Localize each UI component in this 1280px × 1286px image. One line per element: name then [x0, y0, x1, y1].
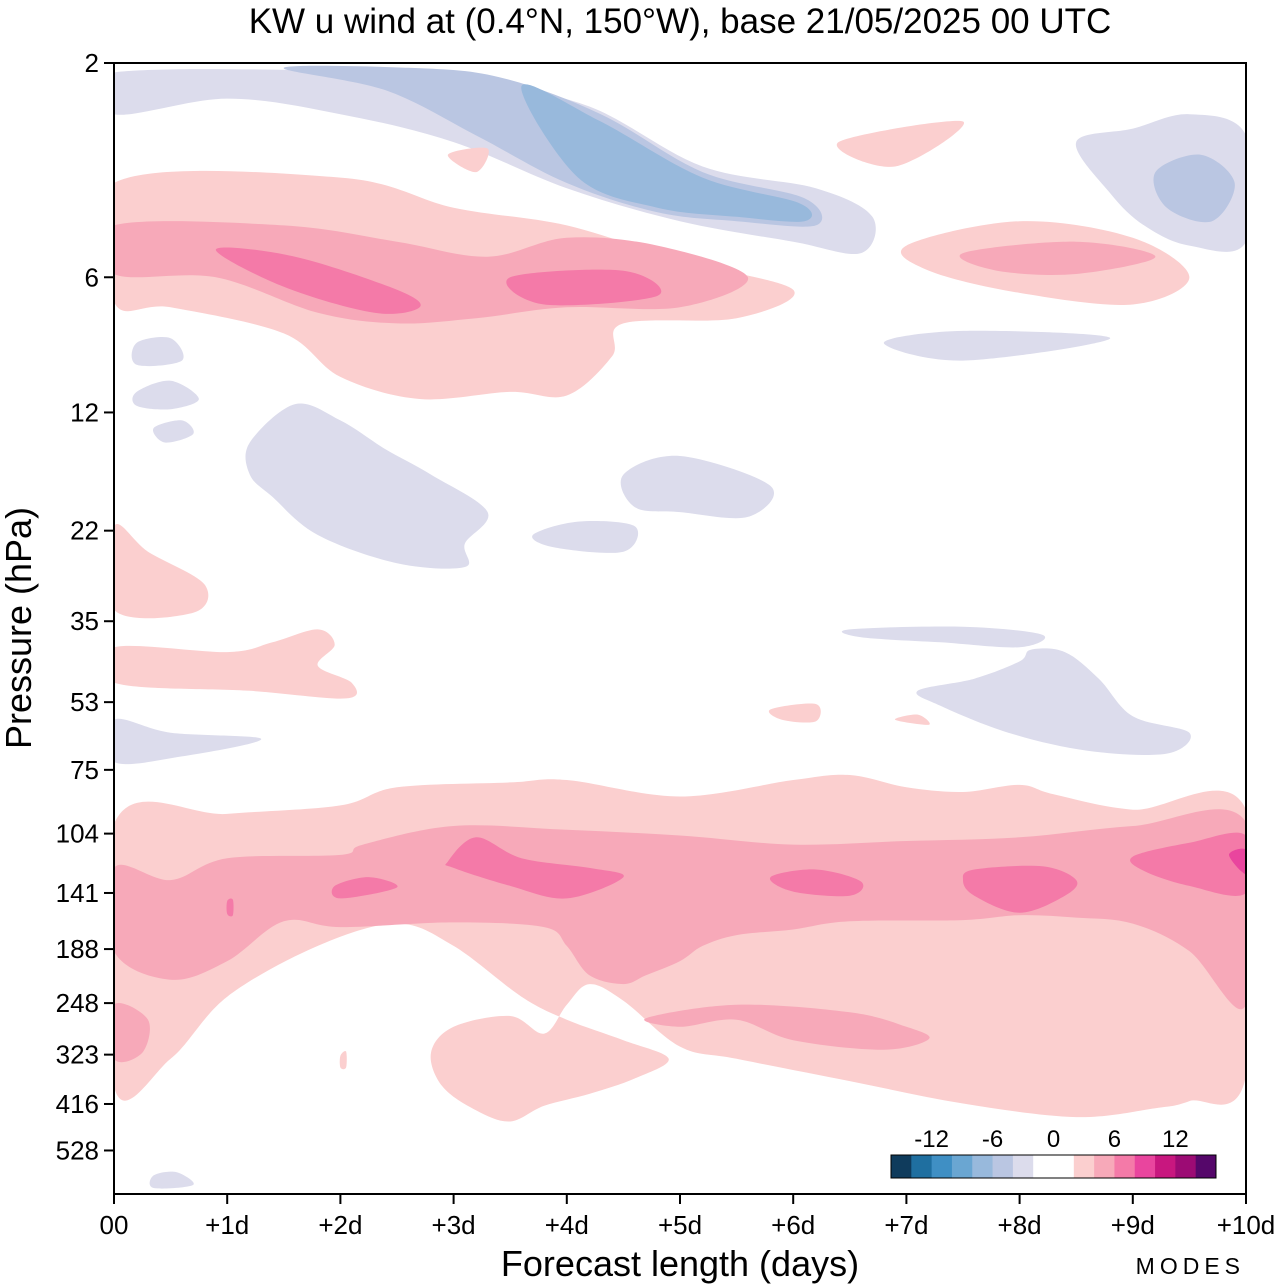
contour-region-40 — [339, 1051, 347, 1070]
contour-region-24 — [447, 147, 489, 173]
y-tick-label-11: 323 — [56, 1040, 99, 1070]
x-tick-label-3: +3d — [432, 1210, 476, 1240]
colorbar-swatch-8 — [1053, 1155, 1075, 1178]
y-tick-label-2: 12 — [70, 397, 99, 427]
contour-region-37 — [226, 898, 234, 917]
colorbar-swatch-14 — [1175, 1155, 1197, 1178]
contour-region-4 — [1153, 154, 1235, 223]
y-tick-label-8: 141 — [56, 878, 99, 908]
y-tick-label-0: 2 — [85, 48, 99, 78]
colorbar-swatch-2 — [931, 1155, 953, 1178]
y-axis: 2 6 12 22 35 53 75 104 141 188 248 323 416 528 — [56, 48, 114, 1165]
y-tick-label-13: 528 — [56, 1135, 99, 1165]
contour-region-20 — [506, 269, 662, 306]
contour-region-19 — [215, 247, 421, 314]
colorbar-swatch-3 — [951, 1155, 973, 1178]
contour-region-36 — [1229, 848, 1246, 875]
contour-region-34 — [962, 865, 1078, 913]
contour-region-26 — [114, 629, 357, 699]
contour-region-32 — [331, 877, 398, 899]
colorbar-swatch-4 — [972, 1155, 994, 1178]
colorbar: -12 -6 0 6 12 — [890, 1126, 1217, 1179]
contour-region-7 — [152, 420, 194, 443]
contour-region-11 — [883, 330, 1111, 361]
colorbar-swatch-13 — [1155, 1155, 1176, 1178]
colorbar-swatch-12 — [1134, 1155, 1156, 1178]
y-tick-label-3: 22 — [70, 516, 99, 546]
colorbar-swatch-15 — [1195, 1155, 1217, 1178]
y-tick-label-9: 188 — [56, 934, 99, 964]
x-tick-label-7: +7d — [884, 1210, 928, 1240]
contour-region-10 — [532, 520, 639, 553]
modes-logo: MODES — [1136, 1253, 1245, 1279]
contour-region-2 — [521, 84, 813, 222]
colorbar-swatch-0 — [891, 1155, 912, 1178]
x-axis-label: Forecast length (days) — [501, 1243, 859, 1284]
colorbar-swatch-11 — [1114, 1155, 1136, 1178]
contour-region-39 — [114, 1003, 150, 1063]
contour-region-30 — [114, 809, 1246, 1009]
y-tick-label-5: 53 — [70, 687, 99, 717]
contour-region-15 — [114, 718, 262, 765]
y-axis-label: Pressure (hPa) — [0, 507, 39, 749]
contour-region-25 — [114, 524, 209, 619]
contour-region-23 — [836, 120, 965, 167]
y-tick-label-7: 104 — [56, 819, 99, 849]
contour-region-5 — [131, 337, 184, 367]
contour-region-9 — [620, 455, 775, 519]
x-tick-label-6: +6d — [771, 1210, 815, 1240]
colorbar-label-2: 0 — [1047, 1126, 1060, 1153]
x-tick-label-9: +9d — [1111, 1210, 1155, 1240]
contour-region-27 — [768, 703, 821, 723]
contour-region-28 — [894, 714, 930, 725]
x-tick-label-5: +5d — [658, 1210, 702, 1240]
y-tick-label-6: 75 — [70, 755, 99, 785]
colorbar-label-1: -6 — [982, 1126, 1003, 1153]
contour-regions — [114, 65, 1246, 1189]
y-tick-label-10: 248 — [56, 988, 99, 1018]
contour-region-6 — [132, 380, 199, 410]
contour-region-33 — [769, 869, 864, 897]
x-axis: 00 +1d +2d +3d +4d +5d +6d +7d +8d +9d +10d — [100, 1194, 1276, 1240]
x-tick-label-8: +8d — [998, 1210, 1042, 1240]
colorbar-swatch-10 — [1094, 1155, 1115, 1178]
colorbar-swatch-9 — [1073, 1155, 1095, 1178]
x-tick-label-10: +10d — [1217, 1210, 1276, 1240]
colorbar-swatch-6 — [1012, 1155, 1034, 1178]
y-tick-label-12: 416 — [56, 1089, 99, 1119]
x-tick-label-2: +2d — [318, 1210, 362, 1240]
chart-title: KW u wind at (0.4°N, 150°W), base 21/05/… — [249, 2, 1112, 41]
y-tick-label-4: 35 — [70, 606, 99, 636]
contour-region-12 — [841, 626, 1046, 648]
colorbar-label-3: 6 — [1108, 1126, 1121, 1153]
x-tick-label-4: +4d — [545, 1210, 589, 1240]
x-tick-label-0: 00 — [100, 1210, 129, 1240]
colorbar-swatch-5 — [992, 1155, 1014, 1178]
contour-region-38 — [644, 1004, 930, 1050]
x-tick-label-1: +1d — [205, 1210, 249, 1240]
colorbar-swatch-1 — [911, 1155, 933, 1178]
contour-region-16 — [149, 1171, 194, 1189]
colorbar-swatch-7 — [1033, 1155, 1054, 1178]
contour-region-35 — [1130, 832, 1246, 896]
contour-region-8 — [245, 403, 489, 569]
contour-region-31 — [445, 837, 624, 899]
y-tick-label-1: 6 — [85, 262, 99, 292]
contour-region-13 — [916, 648, 1191, 755]
contour-region-22 — [959, 241, 1156, 275]
colorbar-label-4: 12 — [1162, 1126, 1189, 1153]
colorbar-frame — [890, 1154, 1217, 1179]
colorbar-label-0: -12 — [914, 1126, 949, 1153]
